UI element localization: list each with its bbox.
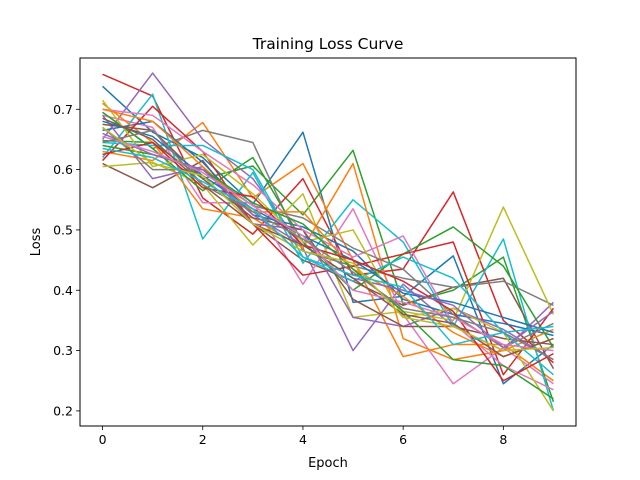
y-tick-label: 0.2 <box>53 403 73 418</box>
series-line-19 <box>101 99 555 412</box>
series-line-14 <box>101 105 555 376</box>
x-axis-ticks: 0 2 4 6 8 <box>99 426 507 447</box>
series-layer <box>101 72 555 412</box>
series-line-28 <box>102 129 554 361</box>
series-line-22 <box>102 108 554 358</box>
series-line-4 <box>102 73 554 364</box>
x-tick-label: 8 <box>499 432 507 447</box>
y-axis-label: Loss <box>29 228 44 257</box>
y-tick-label: 0.6 <box>53 162 73 177</box>
series-line-10 <box>101 93 555 412</box>
y-tick-label: 0.7 <box>53 102 73 117</box>
x-tick-label: 6 <box>399 432 407 447</box>
y-axis-ticks: 0.2 0.3 0.4 0.5 0.6 0.7 <box>53 102 80 418</box>
y-tick-label: 0.4 <box>53 283 73 298</box>
series-line-30 <box>102 147 554 346</box>
series-line-24 <box>102 141 554 382</box>
x-tick-label: 2 <box>199 432 207 447</box>
y-tick-label: 0.5 <box>53 222 73 237</box>
chart-title: Training Loss Curve <box>252 35 404 53</box>
series-line-21 <box>102 120 554 334</box>
series-line-20 <box>102 141 554 376</box>
series-line-27 <box>102 135 554 352</box>
x-tick-label: 4 <box>299 432 307 447</box>
plot-frame <box>79 57 577 427</box>
series-line-8 <box>102 111 554 307</box>
series-line-15 <box>101 114 554 361</box>
series-line-12 <box>102 102 554 361</box>
x-axis-label: Epoch <box>308 456 348 471</box>
y-tick-label: 0.3 <box>53 343 73 358</box>
series-line-16 <box>102 123 554 346</box>
x-tick-label: 0 <box>99 432 107 447</box>
